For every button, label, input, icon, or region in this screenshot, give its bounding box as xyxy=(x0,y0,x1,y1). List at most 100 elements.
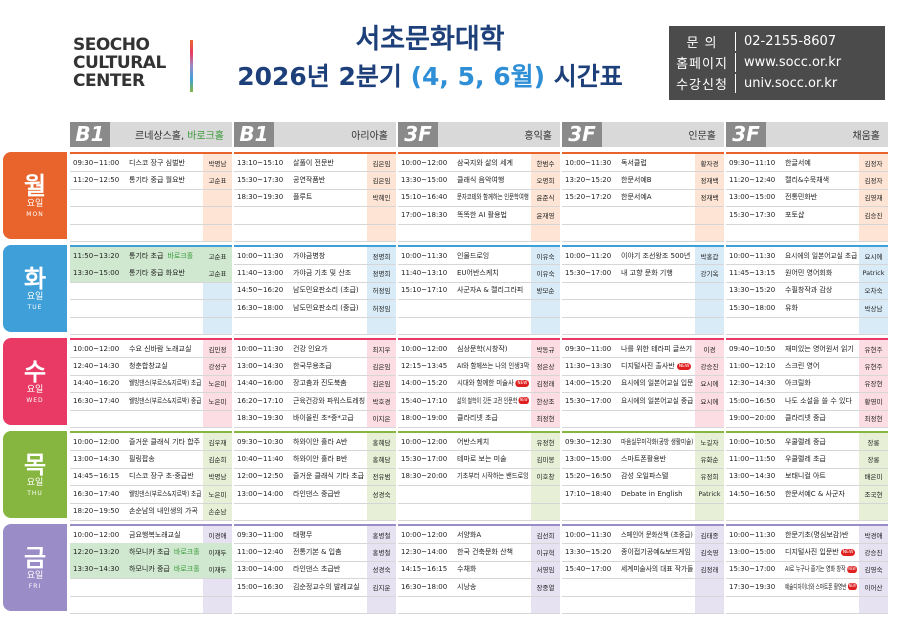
class-course-text: 라인댄스 초급반 xyxy=(293,565,341,574)
class-teacher: 고순표 xyxy=(208,252,227,261)
class-course-wrap: 전통민화반 xyxy=(785,192,817,202)
class-course-wrap: 스크린 영어 xyxy=(785,361,819,371)
class-course: 즐거운 클래식 기타 초급 xyxy=(293,471,367,481)
class-teacher: 김정래 xyxy=(700,566,719,575)
logo-bar xyxy=(190,40,193,92)
teacher-column xyxy=(859,247,888,334)
class-entry: 10:40~11:40 하와이안 훌라 B반 홍혜담 xyxy=(234,450,396,469)
class-course-text: 스마트폰활용반 xyxy=(621,455,667,464)
class-course-text: 남도민요판소리 (초급) xyxy=(293,286,359,295)
class-course-wrap: 하모니카 중급 바로크홀 xyxy=(129,564,200,574)
schedule-cell: 10:00~11:30 인물드로잉 이유숙 11:40~13:10 EU어반스케치 이유숙… xyxy=(398,245,560,335)
class-time: 10:00~11:30 xyxy=(237,251,284,260)
title: 서초문화대학 xyxy=(355,24,505,55)
empty-slot xyxy=(234,596,396,614)
schedule-cell: 09:30~11:00 태평무 홍병철 11:00~12:40 전통기본 & 입춤 홍병철… xyxy=(234,524,396,614)
class-course: 전통민화반 xyxy=(785,192,859,202)
class-teacher: 윤재영 xyxy=(536,211,555,220)
teacher-column xyxy=(531,526,560,613)
class-course: 디지털사진 출사반 NEW xyxy=(621,361,695,371)
class-course: 건강 인요가 xyxy=(293,344,367,354)
class-teacher: 노은미 xyxy=(208,380,227,389)
schedule-cell: 10:00~12:00 수요 신바람 노래교실 김민정 12:40~14:30 청춘합창… xyxy=(70,338,232,428)
class-course: 하모니카 중급 바로크홀 xyxy=(129,564,203,574)
class-course-wrap: Debate in English xyxy=(621,490,683,498)
contact-row: 홈페이지 www.socc.or.kr xyxy=(669,52,885,73)
hall-name: 인문홀 xyxy=(602,127,724,142)
class-course-text: 요시에의 일본어교실 중급 xyxy=(621,396,694,405)
class-time: 15:10~17:10 xyxy=(401,286,448,295)
class-course-wrap: 삼국지와 삶의 세계 xyxy=(457,158,513,168)
class-course-wrap: 웰빙댄스(부르스&지르박) 중급 xyxy=(129,396,201,406)
class-course: 웰빙댄스(부르스&지르박) 중급 xyxy=(129,396,203,406)
class-course: AI로 누구나 즐기는 영화 창작 NEW xyxy=(785,564,859,574)
class-entry: 09:30~12:30 마음실무미각화(공방 생활미술) 노길자 xyxy=(562,433,724,452)
class-course: 근육건강와 파워스트레칭 xyxy=(293,396,367,406)
class-course: AI와 함께쓰는 나의 인생3막 xyxy=(457,361,531,371)
class-course: 가야금병창 xyxy=(293,251,367,261)
title-block: 서초문화대학 2026년 2분기 (4, 5, 6월) 시간표 xyxy=(200,22,660,96)
teacher-column xyxy=(367,247,396,334)
class-course-wrap: 디스코 장구 초·중급반 xyxy=(129,471,194,481)
class-course: 디스코 장구 초·중급반 xyxy=(129,471,203,481)
class-course-wrap: 살풀이 전문반 xyxy=(293,158,334,168)
class-course-text: 종이접기공예&보드게임 xyxy=(621,548,691,557)
class-time: 13:00~14:30 xyxy=(73,455,120,464)
class-course: 요시에의 일본어교실 초급 xyxy=(785,251,859,261)
class-course: 가야금 기초 및 산조 xyxy=(293,268,367,278)
class-entry: 13:00~14:00 라인댄스 중급반 성경숙 xyxy=(234,485,396,504)
class-entry: 16:30~17:40 웰빙댄스(부르스&지르박) 초급 노은미 xyxy=(70,485,232,504)
class-course: 청춘합창교실 xyxy=(129,361,203,371)
class-entry: 15:40~17:10 삶의 철학이 깃든 고전 인문학 NEW 한상조 xyxy=(398,392,560,411)
class-time: 10:00~12:00 xyxy=(401,437,448,446)
class-course-text: 하와이안 훌라 A반 xyxy=(293,437,348,446)
class-course-text: 보태니컬 아트 xyxy=(785,472,826,481)
contact-row: 문 의 02-2155-8607 xyxy=(669,31,885,52)
class-entry: 18:20~19:50 손순남의 내인생의 가곡 손순남 xyxy=(70,503,232,521)
class-course-text: 통기타 중급 월요반 xyxy=(129,176,185,185)
empty-slot xyxy=(234,206,396,225)
teacher-column xyxy=(859,154,888,241)
class-time: 13:30~15:20 xyxy=(565,548,612,557)
class-time: 15:10~16:40 xyxy=(401,193,448,202)
class-time: 16:30~17:40 xyxy=(73,396,120,405)
schedule-cell: 10:00~11:30 독서클럽 황자경 13:20~15:20 한문서예B 정재백 15:… xyxy=(562,152,724,242)
class-teacher: 강기옥 xyxy=(700,270,719,279)
class-badge: NEW xyxy=(840,548,856,556)
class-course-text: 심상문학(시창작) xyxy=(457,344,508,353)
class-entry: 10:00~12:00 서양화A 김선희 xyxy=(398,526,560,545)
class-course-text: 인물드로잉 xyxy=(457,251,490,260)
class-course: 남도민요판소리 (중급) xyxy=(293,303,367,313)
class-course-text: 삼국지와 삶의 세계 xyxy=(457,158,513,167)
class-entry: 18:30~19:30 플루트 박혜인 xyxy=(234,189,396,208)
class-entry: 15:30~17:00 테마로 보는 미술 김미봉 xyxy=(398,450,560,469)
class-entry: 10:00~10:50 우쿨렐레 중급 장롱 xyxy=(726,433,888,452)
teacher-column xyxy=(531,154,560,241)
class-course-text: 클라리넷 중급 xyxy=(785,414,826,423)
contact-box: 문 의 02-2155-8607 홈페이지 www.socc.or.kr 수강신청 uni… xyxy=(669,26,885,100)
class-course: 라인댄스 중급반 xyxy=(293,489,367,499)
class-entry: 09:40~10:50 재미있는 영어원서 읽기 유현주 xyxy=(726,340,888,359)
class-course-text: 김순정교수의 발레교실 xyxy=(293,582,360,591)
class-course: 웰빙댄스(부르스&지르박) 초급 xyxy=(129,489,203,499)
class-teacher: 노길자 xyxy=(700,438,719,447)
class-time: 11:30~13:30 xyxy=(565,362,612,371)
hall-name: 아리아홀 xyxy=(274,127,396,142)
contact-value: univ.socc.or.kr xyxy=(744,76,838,91)
class-entry: 15:40~17:00 세계미술사의 대표 작가들 김정래 xyxy=(562,561,724,580)
class-time: 14:50~16:20 xyxy=(237,286,284,295)
empty-slot xyxy=(70,410,232,428)
class-teacher: 최정현 xyxy=(536,415,555,424)
class-time: 13:00~14:30 xyxy=(729,472,776,481)
schedule-cell: 10:00~12:00 금요행복노래교실 이경애 12:20~13:20 하모니카 초급… xyxy=(70,524,232,614)
teacher-column xyxy=(367,154,396,241)
class-entry: 15:30~17:30 공연작품반 김은임 xyxy=(234,171,396,190)
class-time: 13:00~15:00 xyxy=(565,455,612,464)
class-teacher: 유현주 xyxy=(864,363,883,372)
class-entry: 12:30~14:00 한국 건축문화 산책 이규혁 xyxy=(398,543,560,562)
day-name: 금 xyxy=(23,543,47,572)
class-time: 15:00~16:30 xyxy=(237,582,284,591)
class-course-text: 시낭송 xyxy=(457,582,477,591)
class-course-text: 즐거운 클래식 기타 합주 xyxy=(129,437,201,446)
